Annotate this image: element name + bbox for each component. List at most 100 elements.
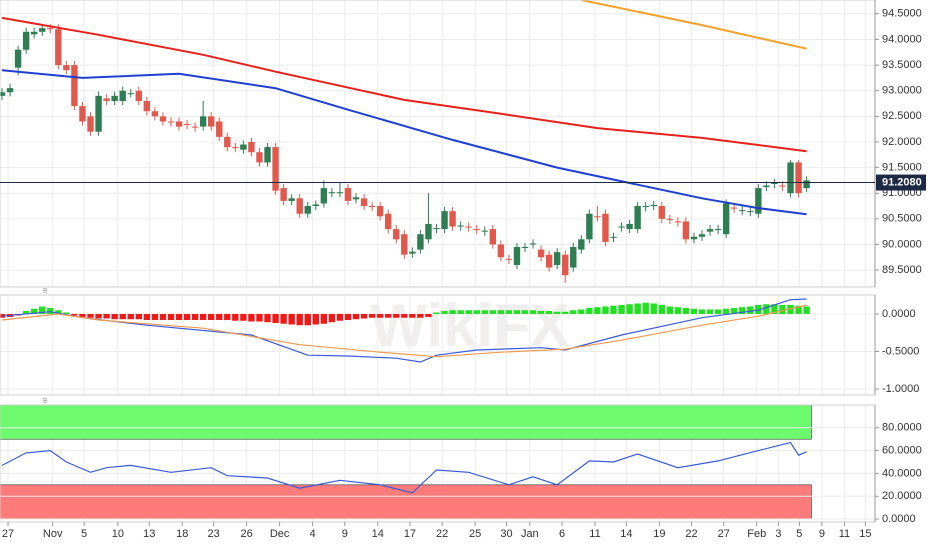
candle-body	[0, 92, 6, 96]
candle-body	[6, 88, 14, 93]
candle-body	[570, 247, 577, 268]
candle-body	[449, 211, 456, 227]
y-tick-label: 0.0000	[882, 513, 916, 525]
y-tick-label: 89.5000	[882, 264, 922, 276]
candle-body	[763, 185, 770, 188]
candle-body	[143, 100, 151, 112]
macd-bar	[240, 313, 247, 321]
macd-bar	[602, 306, 609, 314]
candle-body	[232, 147, 239, 149]
candle-body	[385, 213, 392, 230]
candle-body	[296, 198, 303, 214]
indicator-line	[1, 16, 807, 153]
candle-body	[586, 213, 593, 240]
candle-body	[79, 106, 86, 122]
y-tick-label: 90.5000	[882, 213, 922, 225]
y-tick-label: 40.0000	[882, 467, 922, 479]
x-tick-label: 30	[500, 528, 512, 540]
macd-bar	[280, 313, 287, 324]
macd-bar	[22, 310, 30, 314]
macd-bar	[803, 306, 810, 314]
candle-body	[618, 226, 625, 228]
macd-bar	[87, 313, 94, 318]
candle-body	[747, 211, 754, 213]
macd-bar	[730, 307, 738, 314]
candle-body	[666, 218, 674, 220]
candle-body	[87, 116, 94, 132]
candle-body	[714, 229, 722, 231]
macd-bar	[674, 307, 682, 314]
rsi-zone	[0, 405, 812, 440]
candle-body	[55, 29, 62, 66]
macd-bar	[586, 307, 593, 314]
candle-body	[771, 182, 778, 184]
macd-bar	[570, 310, 577, 314]
candle-body	[417, 234, 424, 250]
x-tick-label: 19	[653, 528, 665, 540]
candle-body	[320, 188, 328, 204]
x-tick-label: 27	[2, 528, 14, 540]
candle-body	[368, 206, 376, 208]
x-tick-label: 6	[559, 528, 565, 540]
candle-body	[288, 198, 295, 201]
candle-body	[457, 225, 464, 227]
candle-body	[779, 185, 786, 187]
rsi-zone	[0, 484, 812, 520]
macd-bar	[79, 313, 86, 317]
macd-bar	[521, 310, 529, 314]
x-tick-label: 18	[176, 528, 188, 540]
candle-body	[14, 49, 22, 68]
macd-bar	[787, 304, 794, 314]
x-tick-label: 4	[310, 528, 316, 540]
candle-body	[553, 252, 561, 265]
candle-body	[473, 229, 480, 231]
macd-bar	[352, 313, 360, 320]
candle-body	[425, 223, 432, 240]
candle-body	[634, 206, 641, 230]
candle-body	[722, 203, 730, 235]
macd-bar	[272, 313, 279, 323]
macd-bar	[336, 313, 344, 321]
macd-bar	[103, 313, 110, 319]
y-tick-label: 20.0000	[882, 490, 922, 502]
macd-bar	[747, 306, 754, 314]
candle-body	[344, 188, 352, 201]
macd-bar	[545, 310, 553, 314]
candle-body	[39, 28, 46, 32]
x-tick-label: 3	[775, 528, 781, 540]
candle-body	[151, 111, 159, 117]
macd-bar	[650, 303, 657, 314]
x-tick-label: 25	[469, 528, 481, 540]
x-tick-label: 5	[796, 528, 802, 540]
macd-bar	[594, 307, 601, 314]
y-tick-label: 93.0000	[882, 85, 922, 97]
macd-bar	[658, 304, 665, 314]
y-tick-label: 60.0000	[882, 445, 922, 457]
macd-bar	[143, 313, 151, 320]
candle-body	[521, 247, 529, 249]
candle-body	[103, 98, 110, 101]
watermark: WikiFX	[370, 292, 569, 359]
macd-bar	[47, 307, 54, 314]
candle-body	[159, 116, 167, 122]
macd-bar	[264, 313, 271, 323]
macd-bar	[578, 309, 585, 314]
macd-bar	[417, 313, 424, 318]
candle-body	[610, 236, 617, 238]
candle-body	[513, 247, 521, 265]
candle-body	[602, 213, 609, 242]
x-tick-label: 15	[859, 528, 871, 540]
candle-body	[224, 136, 231, 148]
macd-bar	[457, 310, 464, 314]
candle-body	[183, 124, 191, 126]
y-tick-label: 92.5000	[882, 110, 922, 122]
macd-bar	[441, 310, 448, 314]
candle-body	[111, 95, 118, 101]
candle-body	[30, 31, 38, 35]
macd-bar	[779, 304, 786, 314]
macd-bar	[344, 313, 352, 320]
y-tick-label: 91.5000	[882, 161, 922, 173]
candle-body	[71, 65, 78, 107]
candle-body	[594, 216, 601, 218]
candle-body	[119, 90, 126, 101]
